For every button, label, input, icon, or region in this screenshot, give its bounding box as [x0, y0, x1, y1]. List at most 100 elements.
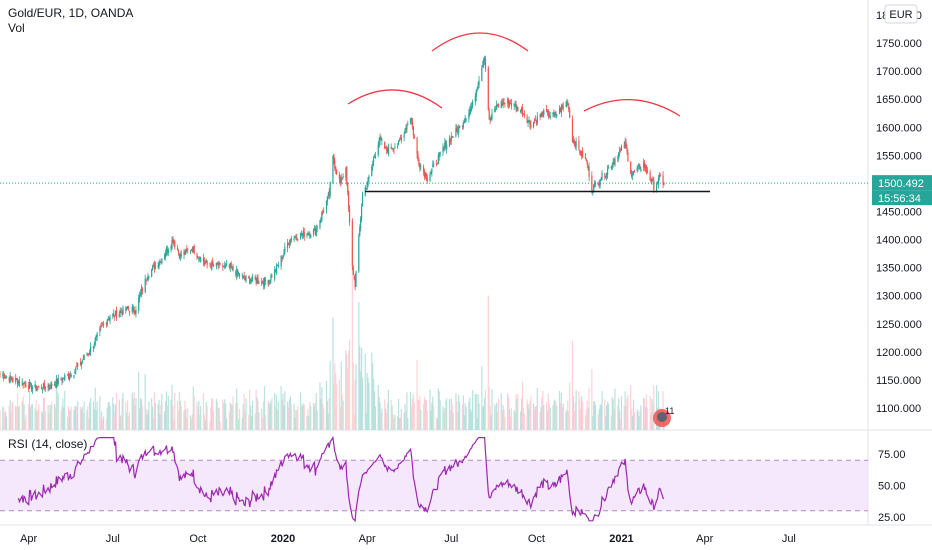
candles[interactable]	[0, 55, 665, 394]
volume-bar	[560, 392, 562, 430]
candle-body	[121, 312, 123, 315]
volume-bar	[367, 377, 369, 430]
candle-body	[398, 139, 401, 141]
candle-body	[514, 104, 516, 106]
volume-bar	[411, 399, 414, 430]
volume-bar	[281, 399, 283, 430]
main-pane[interactable]	[0, 0, 868, 430]
event-badge[interactable]: 11	[653, 406, 674, 427]
volume-bar	[652, 404, 654, 430]
candle-body	[477, 84, 479, 89]
currency-badge[interactable]: EUR	[884, 4, 918, 24]
candle-body	[448, 138, 451, 147]
volume-bar	[288, 399, 291, 430]
candle-body	[206, 260, 208, 265]
candle-body	[502, 102, 504, 106]
volume-bar	[321, 387, 323, 430]
candle-body	[443, 146, 445, 148]
volume-bar	[202, 393, 205, 430]
volume-bar	[371, 352, 373, 430]
volume-bar	[44, 410, 46, 430]
candle-body	[50, 383, 52, 389]
volume-bar	[468, 401, 470, 430]
volume-bar	[553, 400, 555, 430]
current-price-value: 1500.492	[878, 178, 924, 190]
candle-body	[287, 244, 290, 245]
candle-body	[413, 136, 415, 138]
candle-body	[229, 263, 231, 268]
volume-bar	[437, 388, 439, 430]
candle-body	[183, 251, 185, 255]
candle-body	[644, 165, 647, 169]
volume-bar	[443, 411, 445, 430]
candle-body	[588, 166, 590, 178]
volume-bar	[23, 404, 25, 430]
candle-body	[191, 248, 193, 252]
candle-body	[565, 105, 567, 106]
candle-body	[146, 279, 148, 281]
candle-body	[568, 106, 570, 110]
volume-bar	[319, 382, 321, 430]
volume-bar	[523, 413, 525, 430]
candle-body	[338, 174, 340, 179]
candle-body	[113, 313, 115, 315]
volume-bar	[339, 407, 341, 430]
candle-body	[496, 104, 499, 106]
candle-body	[29, 382, 32, 384]
candle-body	[309, 234, 311, 237]
volume-bar	[478, 403, 480, 430]
time-tick-label: 2020	[271, 533, 295, 545]
candle-body	[348, 191, 350, 209]
candle-body	[36, 388, 38, 392]
candle-body	[70, 374, 72, 377]
volume-bar	[128, 412, 131, 430]
candle-body	[193, 246, 195, 254]
time-axis[interactable]: Apr Jul Oct 2020 Apr Jul Oct 2021 Apr Jul	[20, 533, 796, 545]
candle-body	[151, 265, 154, 271]
candle-body	[620, 145, 623, 151]
volume-bar	[93, 408, 95, 430]
volume-bar	[568, 411, 570, 430]
rsi-tick-label: 50.00	[878, 481, 906, 493]
volume-bar	[22, 396, 24, 430]
candle-body	[336, 170, 338, 174]
volume-bar	[416, 359, 418, 430]
candle-body	[53, 384, 56, 386]
volume-bar	[606, 405, 608, 430]
candle-body	[17, 381, 20, 384]
candle-body	[147, 276, 149, 281]
volume-bar	[133, 391, 135, 430]
candle-body	[623, 145, 625, 148]
price-axis[interactable]: 1800.0001750.0001700.0001650.0001600.000…	[876, 10, 922, 415]
candle-body	[80, 362, 82, 366]
candle-body	[222, 265, 224, 268]
candle-body	[459, 125, 461, 129]
candle-body	[310, 235, 312, 238]
candle-body	[224, 265, 226, 268]
left-shoulder-arc	[347, 89, 443, 109]
volume-bar	[119, 416, 121, 430]
candle-body	[417, 154, 419, 162]
candle-body	[332, 155, 334, 183]
candle-body	[341, 178, 343, 180]
candle-body	[594, 183, 597, 185]
volume-bar	[607, 403, 610, 430]
candle-body	[212, 260, 214, 265]
volume-bar	[198, 401, 200, 430]
volume-bar	[5, 416, 8, 430]
volume-bar	[62, 398, 64, 430]
candle-body	[411, 121, 414, 127]
volume-bar	[225, 418, 228, 430]
volume-bar	[316, 410, 318, 430]
volume-bar	[516, 399, 518, 430]
candle-body	[62, 377, 64, 380]
right-shoulder-arc	[583, 98, 681, 117]
time-tick-label: Apr	[696, 533, 713, 545]
volume-bar	[600, 405, 602, 430]
volume-bar	[593, 401, 595, 430]
volume-bar	[520, 398, 523, 430]
candle-body	[517, 107, 519, 112]
volume-bar	[631, 408, 633, 430]
rsi-axis[interactable]: 75.00 50.00 25.00	[878, 449, 906, 524]
